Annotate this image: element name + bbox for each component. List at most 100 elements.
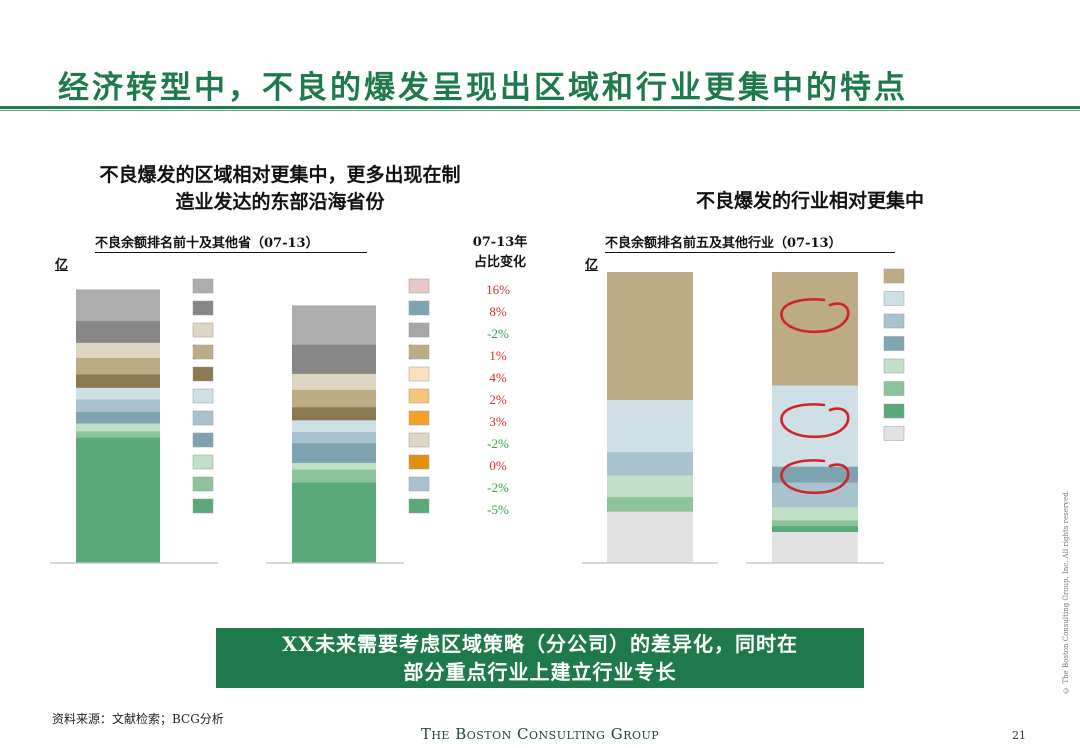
right-section-heading: 不良爆发的行业相对更集中 <box>695 190 924 212</box>
region-bars-bar1-segment-6 <box>76 387 160 400</box>
region-bars-bar1-segment-9 <box>76 342 160 358</box>
region-bars-bar1-segment-10 <box>76 320 160 343</box>
region-bars-bar1-segment-8 <box>76 357 160 375</box>
province-legend-swatch-10 <box>408 476 430 492</box>
share-change-label-10: -2% <box>487 480 509 495</box>
region-bars-bar1-segment-7 <box>76 374 160 388</box>
industry-legend-swatch-1 <box>883 268 905 284</box>
region-bars-bar1-segment-3 <box>76 423 160 432</box>
callout-line-2: 部分重点行业上建立行业专长 <box>403 660 677 684</box>
footer-brand: The Boston Consulting Group <box>420 725 660 743</box>
region-legend-swatch-7 <box>192 410 214 426</box>
province-legend-swatch-7 <box>408 410 430 426</box>
region-chart-subtitle: 不良余额排名前十及其他省（07-13） <box>95 232 367 253</box>
slide-title: 经济转型中，不良的爆发呈现出区域和行业更集中的特点 <box>58 70 908 106</box>
share-change-label-4: 1% <box>489 348 507 363</box>
region-bars-bar2-segment-3 <box>292 462 376 470</box>
share-change-label-1: 16% <box>486 282 510 297</box>
industry-bars-bar2-segment-3 <box>772 519 858 527</box>
region-bars-bar1-segment-1 <box>76 437 160 563</box>
industry-legend-swatch-8 <box>883 426 905 441</box>
region-legend-swatch-1 <box>192 278 214 294</box>
region-bars-bar2-segment-9 <box>292 373 376 390</box>
highlight-circle-1 <box>780 298 850 334</box>
region-bars-bar2-segment-5 <box>292 431 376 444</box>
region-legend-swatch-8 <box>192 432 214 448</box>
region-bars-bar1-segment-5 <box>76 399 160 412</box>
region-legend-swatch-5 <box>192 366 214 382</box>
industry-bars-bar2-segment-6 <box>772 466 858 483</box>
share-change-label-5: 4% <box>489 370 507 385</box>
share-change-label-3: -2% <box>487 326 509 341</box>
region-bars-bar2-segment-8 <box>292 389 376 408</box>
industry-bars-bar2-segment-1 <box>772 531 858 563</box>
industry-legend-swatch-7 <box>883 403 905 419</box>
share-change-label-2: 8% <box>489 304 507 319</box>
region-bars-bar2-segment-4 <box>292 442 376 463</box>
share-change-header-line-1: 07-13年 <box>472 235 528 250</box>
region-bars-bar2-segment-10 <box>292 344 376 374</box>
industry-bars-bar1-segment-4 <box>607 475 693 498</box>
industry-legend-swatch-2 <box>883 291 905 306</box>
region-bars-bar1-segment-2 <box>76 430 160 438</box>
share-change-header-line-2: 占比变化 <box>473 255 526 270</box>
highlight-circle-3 <box>780 459 850 495</box>
region-legend-swatch-10 <box>192 476 214 492</box>
industry-bars-bar1-segment-1 <box>607 511 693 563</box>
industry-chart-subtitle: 不良余额排名前五及其他行业（07-13） <box>605 232 895 253</box>
share-change-label-8: -2% <box>487 436 509 451</box>
region-unit-label: 亿 <box>55 258 69 273</box>
industry-unit-label: 亿 <box>585 258 599 273</box>
industry-bars-bar2-segment-7 <box>772 385 858 467</box>
province-legend-swatch-4 <box>408 344 430 360</box>
share-change-label-9: 0% <box>489 458 507 473</box>
industry-legend-swatch-5 <box>883 358 905 374</box>
copyright-note: © The Boston Consulting Group, Inc. All … <box>1062 490 1070 694</box>
region-legend-swatch-6 <box>192 388 214 404</box>
industry-bars-bar2-segment-5 <box>772 482 858 508</box>
industry-bars-bar1-segment-5 <box>607 451 693 476</box>
province-legend-swatch-11 <box>408 498 430 514</box>
region-legend-swatch-11 <box>192 498 214 514</box>
share-change-label-11: -5% <box>487 502 509 517</box>
province-legend-swatch-5 <box>408 366 430 382</box>
region-bars-bar1-segment-11 <box>76 289 160 322</box>
region-legend-swatch-9 <box>192 454 214 470</box>
left-heading-line-2: 造业发达的东部沿海省份 <box>175 191 385 213</box>
industry-bars-bar1-segment-8 <box>607 272 693 400</box>
title-divider-thin <box>0 110 1080 111</box>
share-change-header: 07-13年 占比变化 <box>460 233 540 273</box>
region-bars-bar2-segment-11 <box>292 305 376 345</box>
industry-bars-bar2-segment-2 <box>772 525 858 532</box>
province-legend-swatch-1 <box>408 278 430 294</box>
region-legend-swatch-2 <box>192 300 214 316</box>
region-bars-bar1-segment-4 <box>76 411 160 424</box>
province-legend-swatch-8 <box>408 432 430 448</box>
industry-bars-bar1-segment-3 <box>607 496 693 512</box>
industry-bars-bar2-segment-4 <box>772 506 858 521</box>
province-legend-swatch-3 <box>408 322 430 338</box>
industry-bars-bar2-segment-8 <box>772 272 858 386</box>
page-number: 21 <box>1012 729 1026 742</box>
province-legend-swatch-9 <box>408 454 430 470</box>
callout-box: XX未来需要考虑区域策略（分公司）的差异化，同时在 部分重点行业上建立行业专长 <box>216 628 864 688</box>
industry-legend-swatch-6 <box>883 381 905 396</box>
province-legend-swatch-2 <box>408 300 430 316</box>
share-change-label-6: 2% <box>489 392 507 407</box>
left-heading-line-1: 不良爆发的区域相对更集中，更多出现在制 <box>99 164 461 186</box>
industry-legend-swatch-3 <box>883 313 905 329</box>
region-legend-swatch-4 <box>192 344 214 360</box>
region-legend-swatch-3 <box>192 322 214 338</box>
region-bars-bar2-segment-1 <box>292 482 376 563</box>
region-bars-bar2-segment-6 <box>292 419 376 432</box>
industry-bars-bar1-segment-7 <box>607 399 693 453</box>
share-change-label-7: 3% <box>489 414 507 429</box>
region-bars-bar2-segment-7 <box>292 406 376 421</box>
highlight-circle-2 <box>780 403 850 439</box>
left-section-heading: 不良爆发的区域相对更集中，更多出现在制 造业发达的东部沿海省份 <box>60 162 500 216</box>
callout-line-1: XX未来需要考虑区域策略（分公司）的差异化，同时在 <box>281 632 799 656</box>
region-bars-bar2-segment-2 <box>292 469 376 483</box>
title-divider <box>0 106 1080 109</box>
industry-legend-swatch-4 <box>883 336 905 351</box>
